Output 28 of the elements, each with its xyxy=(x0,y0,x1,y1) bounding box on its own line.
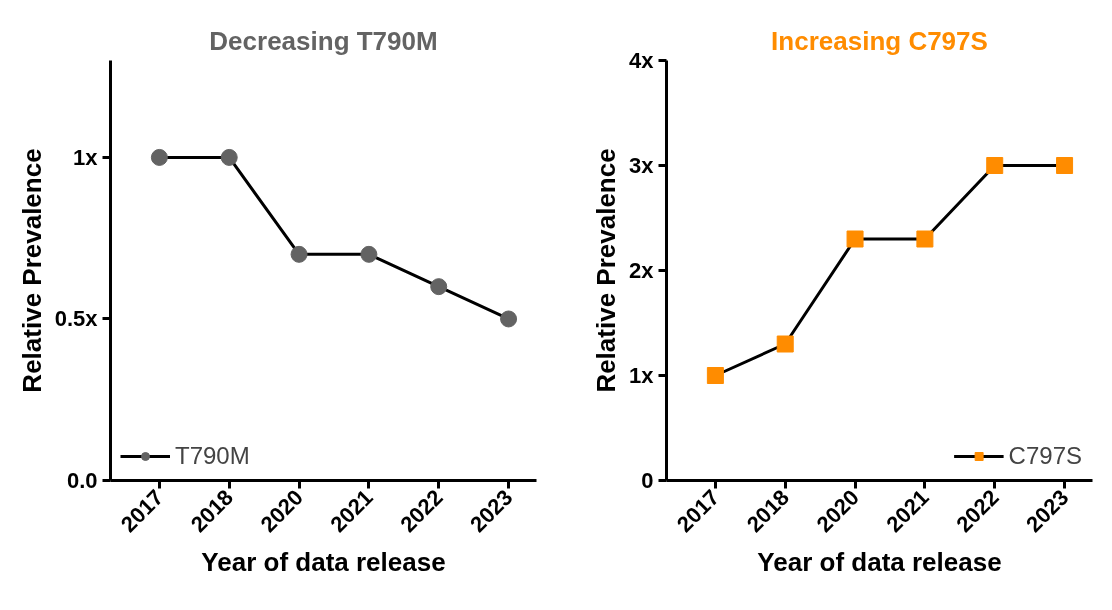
point xyxy=(986,157,1004,174)
legend-label: C797S xyxy=(1008,442,1082,470)
point xyxy=(776,335,794,353)
chart-title: Decreasing T790M xyxy=(209,25,438,56)
y-tick-label: 4x xyxy=(629,48,655,73)
point xyxy=(846,230,864,248)
point xyxy=(916,230,934,248)
y-tick-label: 3x xyxy=(629,153,655,178)
legend-label: T790M xyxy=(175,442,250,470)
point xyxy=(706,367,724,384)
y-tick-label: 1x xyxy=(73,144,99,170)
point xyxy=(150,148,168,166)
y-axis-title: Relative Prevalence xyxy=(16,148,47,393)
chart-title: Increasing C797S xyxy=(771,25,988,56)
point xyxy=(1056,157,1074,174)
y-axis-title: Relative Prevalence xyxy=(591,148,622,393)
point xyxy=(220,148,238,166)
point xyxy=(500,310,518,328)
y-tick-label: 1x xyxy=(629,363,655,388)
x-axis-title: Year of data release xyxy=(201,546,446,577)
point xyxy=(360,245,378,263)
y-tick-label: 0.5x xyxy=(54,306,99,332)
y-tick-label: 0.0 xyxy=(66,468,98,493)
point xyxy=(430,278,448,296)
y-tick-label: 2x xyxy=(629,258,655,283)
x-axis-title: Year of data release xyxy=(757,546,1002,577)
y-tick-label: 0 xyxy=(641,468,654,493)
point xyxy=(290,245,308,263)
